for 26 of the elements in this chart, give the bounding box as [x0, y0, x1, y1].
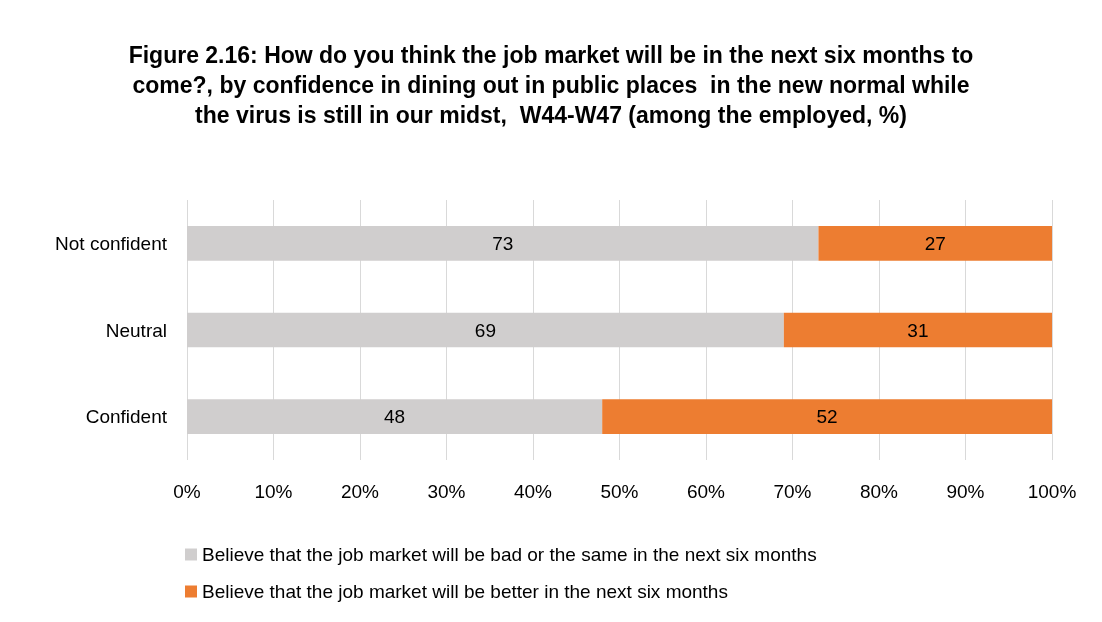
data-label: 48 — [384, 406, 406, 428]
chart-title: Figure 2.16: How do you think the job market will be in the next six months to come?, by confidence in dining out in public places in the new normal while the virus is still in our midst, W44-W47 (among the employed, %) — [126, 42, 976, 128]
y-tick-label: Not confident — [55, 232, 168, 254]
y-tick-label: Confident — [85, 406, 168, 428]
y-tick-label: Neutral — [105, 319, 167, 341]
x-tick-label: 40% — [513, 481, 553, 502]
x-tick-label: 70% — [773, 481, 812, 502]
bar — [783, 312, 1052, 348]
x-tick-label: 10% — [254, 481, 293, 502]
bar — [602, 399, 1052, 434]
legend-label: Believe that the job market will be bad or the same in the next six months — [202, 544, 817, 565]
x-tick-label: 20% — [340, 481, 380, 502]
bar — [818, 226, 1052, 261]
x-tick-label: 50% — [600, 481, 639, 502]
data-label: 69 — [474, 319, 496, 341]
x-tick-label: 0% — [173, 481, 201, 502]
legend-label: Believe that the job market will be better in the next six months — [202, 581, 728, 602]
x-tick-label: 30% — [427, 481, 466, 502]
data-label: 31 — [907, 319, 929, 341]
data-label: 73 — [492, 232, 514, 254]
x-tick-label: 80% — [859, 481, 899, 502]
data-label: 27 — [924, 232, 946, 254]
data-label: 52 — [816, 406, 838, 428]
x-tick-label: 60% — [686, 481, 726, 502]
x-tick-label: 90% — [946, 481, 985, 502]
x-tick-label: 100% — [1027, 481, 1077, 502]
